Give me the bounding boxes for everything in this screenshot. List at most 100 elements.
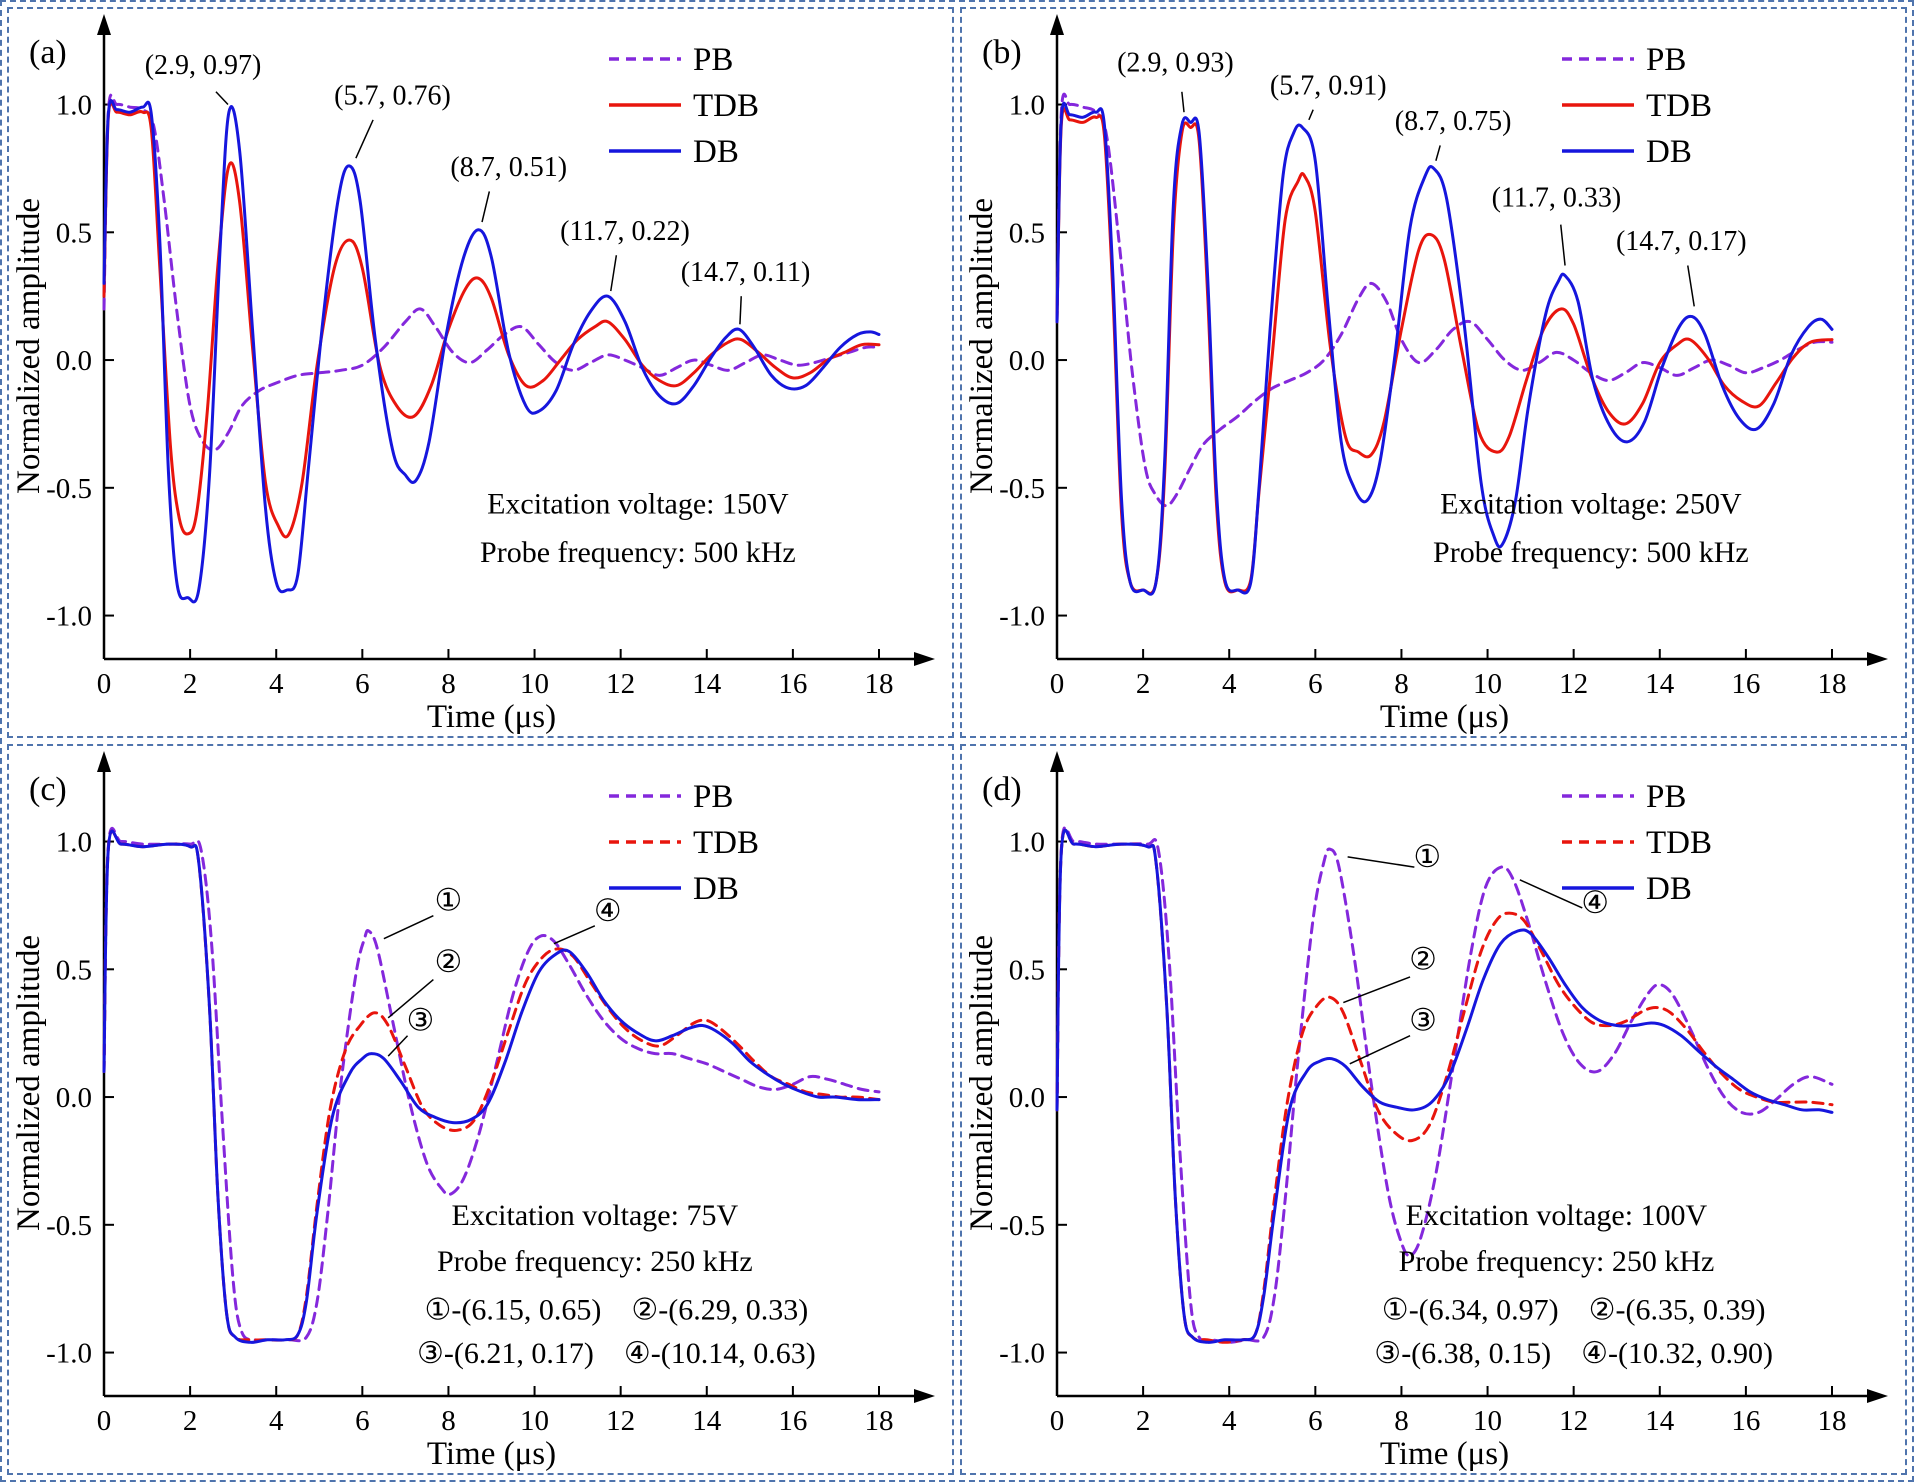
info-line: ③-(6.38, 0.15) ④-(10.32, 0.90) — [1374, 1337, 1773, 1370]
y-tick-label: 1.0 — [56, 827, 92, 859]
panel-label: (b) — [982, 34, 1022, 71]
x-tick-label: 6 — [1308, 1405, 1323, 1437]
series-DB — [1055, 828, 1834, 1344]
y-tick-label: 0.5 — [56, 217, 92, 249]
x-tick-label: 18 — [1818, 668, 1847, 700]
annotation-coordinate: (14.7, 0.11) — [681, 257, 811, 288]
x-ticks: 0 2 4 6 8 10 12 14 16 18 — [97, 649, 894, 700]
x-tick-label: 12 — [606, 1405, 635, 1437]
x-tick-label: 4 — [269, 1405, 284, 1437]
info-line: Excitation voltage: 75V — [452, 1199, 739, 1232]
x-tick-label: 10 — [1473, 1405, 1502, 1437]
annotation-coordinate: (8.7, 0.51) — [450, 152, 567, 183]
x-tick-label: 0 — [1050, 1405, 1065, 1437]
y-tick-label: -1.0 — [999, 601, 1045, 633]
y-tick-label: -1.0 — [46, 601, 92, 633]
annotation-leader-line — [1308, 109, 1314, 121]
legend-label-DB: DB — [693, 871, 739, 907]
legend: PB TDB DB — [1562, 779, 1712, 907]
x-tick-label: 2 — [1136, 1405, 1151, 1437]
y-axis-label: Normalized amplitude — [964, 935, 1000, 1231]
annotation-circled-number: ① — [1413, 839, 1441, 875]
annotation-circled-number: ④ — [1581, 885, 1609, 921]
y-axis-arrow-icon — [1050, 14, 1064, 35]
annotations: ① ②③ ④ — [383, 883, 622, 1057]
x-tick-label: 10 — [520, 1405, 549, 1437]
axes — [97, 14, 935, 666]
info-line: Probe frequency: 250 kHz — [1399, 1245, 1715, 1278]
annotations: (2.9, 0.93) (5.7, 0.91) (8.7, 0.75) (11.7, … — [1117, 47, 1747, 307]
legend-label-PB: PB — [693, 42, 733, 78]
y-axis-arrow-icon — [97, 14, 111, 35]
annotation-leader-line — [1343, 976, 1411, 1004]
annotation-leader-line — [481, 191, 491, 223]
annotation-circled-number: ③ — [1409, 1003, 1437, 1039]
annotation-coordinate: (11.7, 0.22) — [560, 216, 690, 247]
info-text: Excitation voltage: 100V Probe frequency:… — [1374, 1199, 1773, 1370]
y-ticks: -1.0 -0.5 0.0 0.5 1.0 — [999, 90, 1067, 633]
series-TDB — [1055, 107, 1834, 595]
x-axis-label: Time (μs) — [427, 699, 556, 735]
chart-canvas-a: 0 2 4 6 8 10 12 14 16 18 -1.0 -0.5 0.0 0.5 1.0 Time (μs… — [11, 14, 935, 735]
annotation-circled-number: ② — [435, 944, 463, 980]
legend-label-TDB: TDB — [693, 825, 759, 861]
x-tick-label: 18 — [1818, 1405, 1847, 1437]
x-axis-label: Time (μs) — [427, 1436, 556, 1472]
panel-label: (d) — [982, 771, 1022, 808]
x-ticks: 0 2 4 6 8 10 12 14 16 18 — [1050, 1386, 1847, 1437]
annotation-circled-number: ② — [1409, 941, 1437, 977]
info-line: ①-(6.34, 0.97) ②-(6.35, 0.39) — [1382, 1293, 1766, 1326]
panel-b: 0 2 4 6 8 10 12 14 16 18 -1.0 -0.5 0.0 0.5 1.0 Time (μs… — [960, 7, 1907, 738]
series-DB — [102, 829, 881, 1344]
y-axis-label: Normalized amplitude — [11, 198, 47, 494]
info-line: Excitation voltage: 100V — [1406, 1199, 1708, 1232]
y-axis-label: Normalized amplitude — [11, 935, 47, 1231]
x-axis-label: Time (μs) — [1380, 699, 1509, 735]
x-tick-label: 8 — [441, 1405, 456, 1437]
panel-label: (c) — [29, 771, 67, 808]
legend-label-TDB: TDB — [693, 88, 759, 124]
info-line: ①-(6.15, 0.65) ②-(6.29, 0.33) — [424, 1293, 808, 1326]
annotation-leader-line — [387, 1035, 409, 1057]
y-tick-label: -1.0 — [46, 1338, 92, 1370]
y-tick-label: 0.5 — [56, 954, 92, 986]
panel-d: 0 2 4 6 8 10 12 14 16 18 -1.0 -0.5 0.0 0.5 1.0 Time (μs… — [960, 744, 1907, 1475]
x-ticks: 0 2 4 6 8 10 12 14 16 18 — [1050, 649, 1847, 700]
x-tick-label: 10 — [1473, 668, 1502, 700]
series-group — [102, 93, 881, 604]
series-PB — [1055, 825, 1834, 1344]
annotation-leader-line — [1519, 879, 1583, 909]
annotation-leader-line — [1687, 265, 1695, 307]
y-tick-label: -0.5 — [999, 1210, 1045, 1242]
x-axis-arrow-icon — [1867, 1389, 1888, 1403]
legend: PB TDB DB — [609, 42, 759, 170]
annotation-leader-line — [1349, 1035, 1411, 1065]
annotation-coordinate: (2.9, 0.97) — [145, 50, 262, 81]
annotation-coordinate: (5.7, 0.91) — [1270, 70, 1387, 101]
x-tick-label: 4 — [1222, 1405, 1237, 1437]
series-group — [102, 826, 881, 1344]
x-axis-label: Time (μs) — [1380, 1436, 1509, 1472]
annotation-leader-line — [553, 925, 596, 945]
annotation-leader-line — [739, 296, 742, 325]
x-tick-label: 6 — [1308, 668, 1323, 700]
legend-label-DB: DB — [693, 134, 739, 170]
legend-label-TDB: TDB — [1646, 825, 1712, 861]
axes — [97, 751, 935, 1403]
y-tick-label: 0.0 — [56, 1082, 92, 1114]
x-tick-label: 16 — [778, 668, 807, 700]
series-PB — [102, 826, 881, 1343]
x-tick-label: 2 — [183, 668, 198, 700]
annotation-circled-number: ④ — [594, 893, 622, 929]
y-ticks: -1.0 -0.5 0.0 0.5 1.0 — [46, 827, 114, 1370]
x-tick-label: 8 — [1394, 1405, 1409, 1437]
annotation-coordinate: (11.7, 0.33) — [1492, 183, 1622, 214]
x-tick-label: 8 — [1394, 668, 1409, 700]
series-DB — [1055, 101, 1834, 596]
y-tick-label: -0.5 — [46, 1210, 92, 1242]
x-tick-label: 14 — [692, 668, 722, 700]
annotation-leader-line — [1435, 145, 1441, 161]
x-tick-label: 14 — [1645, 668, 1675, 700]
chart-canvas-b: 0 2 4 6 8 10 12 14 16 18 -1.0 -0.5 0.0 0.5 1.0 Time (μs… — [964, 14, 1888, 735]
x-tick-label: 18 — [865, 1405, 894, 1437]
